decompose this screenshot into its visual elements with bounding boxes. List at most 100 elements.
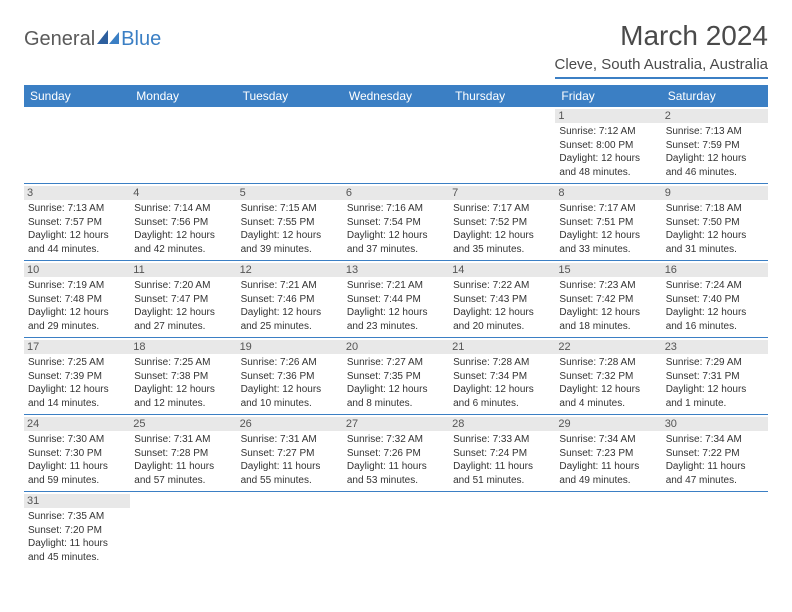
day-number: 11 [130,263,236,277]
day-info: Sunrise: 7:21 AMSunset: 7:44 PMDaylight:… [347,279,445,333]
daylight-text: Daylight: 12 hours and 1 minute. [666,383,764,410]
sunrise-text: Sunrise: 7:21 AM [241,279,339,293]
sunrise-text: Sunrise: 7:25 AM [134,356,232,370]
sunset-text: Sunset: 7:26 PM [347,447,445,461]
day-number: 23 [662,340,768,354]
calendar-cell [237,107,343,184]
sunrise-text: Sunrise: 7:35 AM [28,510,126,524]
sunset-text: Sunset: 7:39 PM [28,370,126,384]
sunrise-text: Sunrise: 7:27 AM [347,356,445,370]
location-label: Cleve, South Australia, Australia [555,56,768,79]
day-number: 9 [662,186,768,200]
calendar-body: 1Sunrise: 7:12 AMSunset: 8:00 PMDaylight… [24,107,768,568]
day-number: 20 [343,340,449,354]
page-header: General Blue March 2024 Cleve, South Aus… [24,20,768,79]
calendar-row: 31 Sunrise: 7:35 AMSunset: 7:20 PMDayligh… [24,492,768,569]
calendar-cell [343,492,449,569]
sunrise-text: Sunrise: 7:17 AM [559,202,657,216]
sunset-text: Sunset: 7:43 PM [453,293,551,307]
day-number: 1 [555,109,661,123]
sunrise-text: Sunrise: 7:31 AM [134,433,232,447]
sunset-text: Sunset: 7:20 PM [28,524,126,538]
calendar-cell: 3Sunrise: 7:13 AMSunset: 7:57 PMDaylight… [24,184,130,261]
day-number: 5 [237,186,343,200]
daylight-text: Daylight: 12 hours and 6 minutes. [453,383,551,410]
daylight-text: Daylight: 11 hours and 47 minutes. [666,460,764,487]
daylight-text: Daylight: 11 hours and 45 minutes. [28,537,126,564]
day-info: Sunrise: 7:18 AMSunset: 7:50 PMDaylight:… [666,202,764,256]
daylight-text: Daylight: 11 hours and 53 minutes. [347,460,445,487]
sunrise-text: Sunrise: 7:22 AM [453,279,551,293]
day-info: Sunrise: 7:19 AMSunset: 7:48 PMDaylight:… [28,279,126,333]
calendar-cell [555,492,661,569]
daylight-text: Daylight: 12 hours and 48 minutes. [559,152,657,179]
sunset-text: Sunset: 7:30 PM [28,447,126,461]
title-block: March 2024 Cleve, South Australia, Austr… [555,20,768,79]
month-title: March 2024 [555,20,768,52]
sunset-text: Sunset: 7:23 PM [559,447,657,461]
calendar-cell: 7Sunrise: 7:17 AMSunset: 7:52 PMDaylight… [449,184,555,261]
calendar-cell: 13Sunrise: 7:21 AMSunset: 7:44 PMDayligh… [343,261,449,338]
day-info: Sunrise: 7:29 AMSunset: 7:31 PMDaylight:… [666,356,764,410]
weekday-header: Friday [555,85,661,107]
sunset-text: Sunset: 7:59 PM [666,139,764,153]
day-info: Sunrise: 7:32 AMSunset: 7:26 PMDaylight:… [347,433,445,487]
calendar-cell: 5 Sunrise: 7:15 AMSunset: 7:55 PMDaylight… [237,184,343,261]
daylight-text: Daylight: 11 hours and 49 minutes. [559,460,657,487]
calendar-cell [662,492,768,569]
day-info: Sunrise: 7:21 AMSunset: 7:46 PMDaylight:… [241,279,339,333]
calendar-cell [237,492,343,569]
day-info: Sunrise: 7:22 AMSunset: 7:43 PMDaylight:… [453,279,551,333]
day-number: 4 [130,186,236,200]
sunset-text: Sunset: 7:48 PM [28,293,126,307]
day-info: Sunrise: 7:14 AMSunset: 7:56 PMDaylight:… [134,202,232,256]
calendar-cell: 24 Sunrise: 7:30 AMSunset: 7:30 PMDayligh… [24,415,130,492]
day-number: 31 [24,494,130,508]
sunrise-text: Sunrise: 7:13 AM [666,125,764,139]
sunrise-text: Sunrise: 7:31 AM [241,433,339,447]
daylight-text: Daylight: 12 hours and 16 minutes. [666,306,764,333]
day-number: 22 [555,340,661,354]
daylight-text: Daylight: 12 hours and 8 minutes. [347,383,445,410]
day-info: Sunrise: 7:28 AMSunset: 7:34 PMDaylight:… [453,356,551,410]
sunset-text: Sunset: 7:50 PM [666,216,764,230]
weekday-header-row: Sunday Monday Tuesday Wednesday Thursday… [24,85,768,107]
logo-text-general: General [24,28,95,51]
sunrise-text: Sunrise: 7:15 AM [241,202,339,216]
calendar-cell [343,107,449,184]
day-number: 21 [449,340,555,354]
sunset-text: Sunset: 7:38 PM [134,370,232,384]
sunset-text: Sunset: 7:57 PM [28,216,126,230]
daylight-text: Daylight: 12 hours and 25 minutes. [241,306,339,333]
daylight-text: Daylight: 11 hours and 59 minutes. [28,460,126,487]
day-info: Sunrise: 7:17 AMSunset: 7:51 PMDaylight:… [559,202,657,256]
weekday-header: Monday [130,85,236,107]
calendar-cell: 25Sunrise: 7:31 AMSunset: 7:28 PMDayligh… [130,415,236,492]
day-info: Sunrise: 7:30 AMSunset: 7:30 PMDaylight:… [28,433,126,487]
daylight-text: Daylight: 12 hours and 10 minutes. [241,383,339,410]
weekday-header: Thursday [449,85,555,107]
daylight-text: Daylight: 12 hours and 29 minutes. [28,306,126,333]
daylight-text: Daylight: 12 hours and 12 minutes. [134,383,232,410]
daylight-text: Daylight: 12 hours and 46 minutes. [666,152,764,179]
day-info: Sunrise: 7:15 AMSunset: 7:55 PMDaylight:… [241,202,339,256]
sunset-text: Sunset: 7:24 PM [453,447,551,461]
daylight-text: Daylight: 12 hours and 42 minutes. [134,229,232,256]
sunrise-text: Sunrise: 7:17 AM [453,202,551,216]
sunset-text: Sunset: 7:52 PM [453,216,551,230]
daylight-text: Daylight: 12 hours and 4 minutes. [559,383,657,410]
daylight-text: Daylight: 12 hours and 20 minutes. [453,306,551,333]
day-number: 25 [130,417,236,431]
day-info: Sunrise: 7:23 AMSunset: 7:42 PMDaylight:… [559,279,657,333]
daylight-text: Daylight: 11 hours and 51 minutes. [453,460,551,487]
day-number: 24 [24,417,130,431]
sunrise-text: Sunrise: 7:20 AM [134,279,232,293]
day-info: Sunrise: 7:35 AMSunset: 7:20 PMDaylight:… [28,510,126,564]
day-number: 8 [555,186,661,200]
sunrise-text: Sunrise: 7:19 AM [28,279,126,293]
sunset-text: Sunset: 7:27 PM [241,447,339,461]
sunrise-text: Sunrise: 7:23 AM [559,279,657,293]
daylight-text: Daylight: 12 hours and 31 minutes. [666,229,764,256]
sunset-text: Sunset: 7:22 PM [666,447,764,461]
day-number: 29 [555,417,661,431]
